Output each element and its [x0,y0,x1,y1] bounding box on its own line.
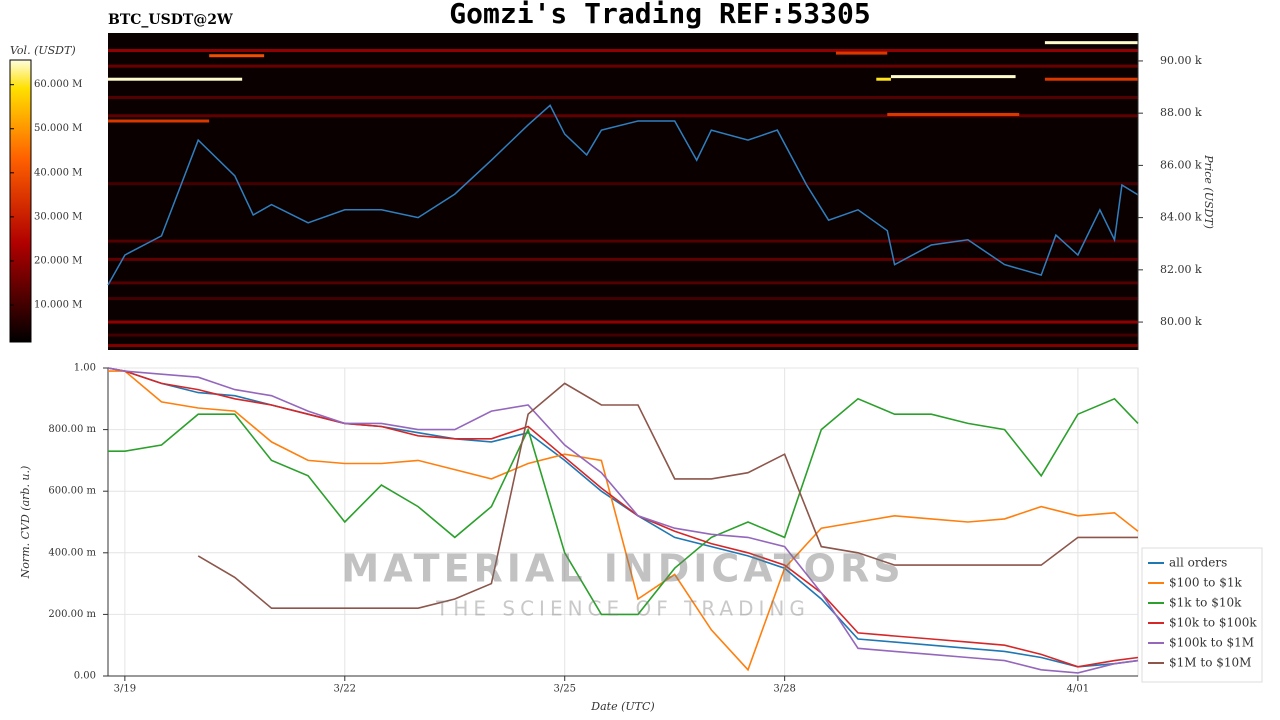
subtitle: BTC_USDT@2W [108,12,233,28]
legend-label: $1k to $10k [1169,596,1242,610]
heat-cell [108,64,1138,68]
y-tick-label: 200.00 m [48,609,96,620]
heat-cell [887,112,1020,116]
y-tick-label: 600.00 m [48,486,96,497]
y-tick-label: 800.00 m [48,424,96,435]
colorbar [9,59,32,343]
heat-cell [108,257,1138,261]
heat-cell [108,239,1138,243]
legend-label: $10k to $100k [1169,616,1257,630]
plot-area [107,367,1139,677]
heat-cell [108,333,1138,337]
colorbar-tick-label: 20.000 M [34,255,82,266]
x-tick-label: 4/01 [1067,684,1089,695]
legend-label: $100k to $1M [1169,636,1254,650]
x-tick-label: 3/19 [114,684,136,695]
legend-label: $1M to $10M [1169,656,1251,670]
y-tick-label: 80.00 k [1160,315,1202,328]
legend-box [1141,547,1263,683]
heat-cell [108,77,243,81]
heat-cell [1044,41,1138,45]
legend-label: $100 to $1k [1169,576,1242,590]
x-tick-label: 3/25 [553,684,575,695]
chart-title: Gomzi's Trading REF:53305 [449,0,870,30]
watermark: THE SCIENCE OF TRADING [435,597,810,621]
colorbar-tick-label: 50.000 M [34,123,82,134]
x-tick-label: 3/28 [773,684,795,695]
colorbar-tick-label: 40.000 M [34,167,82,178]
heat-cell [108,48,1138,52]
y-axis-label: Price (USDT) [1202,154,1215,229]
heat-cell [108,297,1138,301]
price-line [107,104,1139,286]
heat-cell [835,51,888,55]
colorbar-tick-label: 30.000 M [34,211,82,222]
series-line [108,397,1139,616]
heat-cell [108,344,1138,348]
heat-cell [108,182,1138,186]
colorbar-tick-label: 60.000 M [34,79,82,90]
series-line [108,370,1139,672]
cvd-plot: 0.00 200.00 m 400.00 m 600.00 m 800.00 m 1.00… [48,363,1139,695]
y-tick-label: 0.00 [74,671,96,682]
y-axis-label: Norm. CVD (arb. u.) [19,466,32,580]
series-line [107,367,1139,668]
series-line [107,367,1139,674]
colorbar-label: Vol. (USDT) [10,44,76,57]
y-tick-label: 90.00 k [1160,54,1202,67]
y-tick-label: 84.00 k [1160,211,1202,224]
heat-cell [890,75,1016,79]
series-line [197,382,1138,609]
y-tick-label: 82.00 k [1160,263,1202,276]
colorbar-tick-label: 10.000 M [34,299,82,310]
y-tick-label: 88.00 k [1160,106,1202,119]
heat-cell [108,281,1138,285]
x-axis-label: Date (UTC) [590,700,654,713]
x-tick-label: 3/22 [334,684,356,695]
heat-cell [209,54,265,58]
heatmap-bg [108,33,1138,350]
heat-cell [108,114,1138,118]
heat-cell [108,320,1138,324]
legend-label: all orders [1169,556,1227,570]
heat-cell [1044,77,1138,81]
y-tick-label: 1.00 [74,363,96,374]
watermark: MATERIAL INDICATORS [341,547,904,591]
heat-cell [108,95,1138,99]
y-tick-label: 86.00 k [1160,158,1202,171]
heat-cell [108,119,210,123]
y-tick-label: 400.00 m [48,547,96,558]
heat-cell [876,77,891,81]
